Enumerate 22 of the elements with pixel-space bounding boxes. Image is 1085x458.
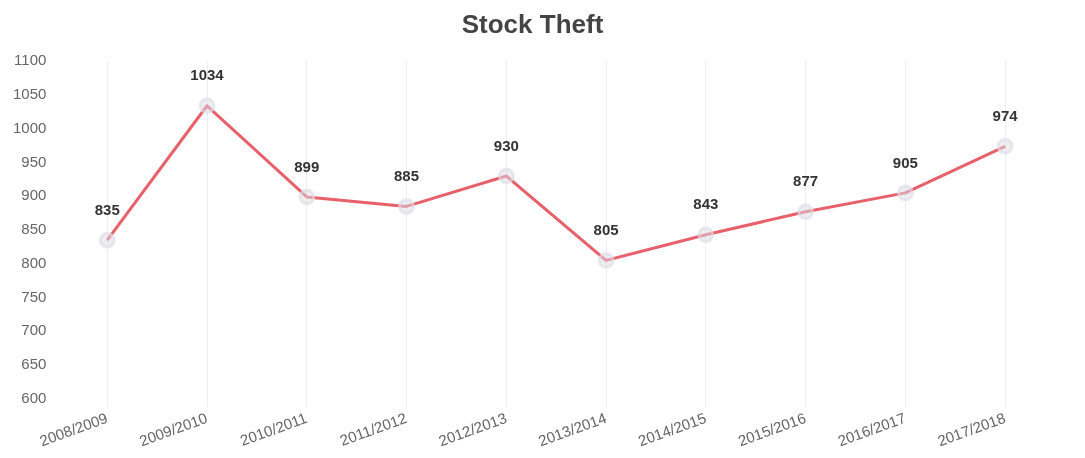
y-tick-label: 650 [21, 355, 47, 373]
y-tick-label: 1050 [12, 85, 47, 103]
data-label: 899 [294, 157, 320, 175]
y-tick-label: 1000 [12, 118, 47, 136]
y-tick-label: 850 [21, 220, 47, 238]
y-tick-label: 950 [21, 152, 47, 170]
y-tick-label: 600 [21, 388, 47, 406]
data-label: 885 [394, 167, 420, 185]
chart-title: Stock Theft [461, 8, 604, 39]
y-tick-label: 1100 [14, 51, 47, 69]
y-tick-label: 800 [21, 253, 47, 271]
data-label: 835 [94, 200, 120, 218]
data-label: 905 [892, 153, 918, 171]
data-label: 930 [493, 136, 519, 154]
data-label: 877 [793, 172, 819, 190]
y-tick-label: 700 [21, 321, 47, 339]
data-label: 974 [992, 106, 1019, 124]
data-label: 1034 [190, 66, 225, 84]
y-tick-label: 900 [21, 186, 47, 204]
data-label: 805 [593, 221, 619, 239]
data-label: 843 [693, 195, 719, 213]
y-tick-label: 750 [21, 287, 47, 305]
